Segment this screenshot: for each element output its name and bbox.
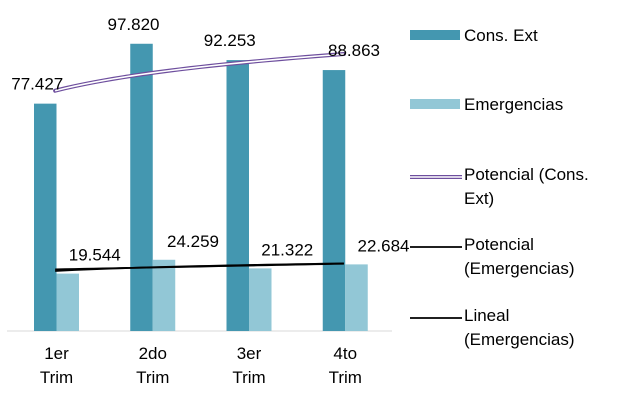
legend-swatch [410,99,460,109]
bar-cons-ext-3 [226,60,249,332]
legend-label: Emergencias [464,95,563,114]
x-tick-label: Trim [329,368,362,387]
x-tick-label: 3er [237,344,262,363]
bar-cons-ext-2 [130,43,153,332]
legend-label: Lineal [464,306,509,325]
bar-emergencias-4 [345,264,368,331]
data-label: 22.684 [358,236,410,255]
data-label: 21.322 [261,240,313,259]
x-tick-label: 4to [333,344,357,363]
bar-emergencias-2 [152,259,176,331]
bar-emergencias-1 [56,273,79,331]
legend-label: (Emergencias) [464,330,575,349]
trendline-1-outline [53,52,346,93]
data-label: 97.820 [108,15,160,34]
x-tick-label: Trim [136,368,169,387]
trendline-1 [54,53,344,92]
legend-label: Potencial (Cons. [464,165,589,184]
trendline-3 [55,262,344,271]
data-label: 88.863 [328,41,380,60]
data-label: 24.259 [167,232,219,251]
x-tick-label: Trim [40,368,73,387]
x-tick-label: 2do [139,344,167,363]
legend-swatch [410,30,460,40]
data-label: 92.253 [204,31,256,50]
x-tick-label: 1er [44,344,69,363]
data-label: 19.544 [69,246,121,265]
bar-emergencias-3 [249,268,272,331]
bar-cons-ext-1 [34,103,57,331]
x-tick-label: Trim [232,368,265,387]
legend-label: Potencial [464,235,534,254]
legend: Cons. Ext Emergencias Potencial (Cons. Ext)… [410,26,589,349]
plot-area: 77.427 97.820 92.253 88.863 19.544 24.259 21.3… [7,15,410,387]
bar-cons-ext-4 [322,70,346,331]
legend-label: (Emergencias) [464,259,575,278]
legend-label: Ext) [464,189,494,208]
legend-label: Cons. Ext [464,26,538,45]
data-label: 77.427 [11,75,63,94]
